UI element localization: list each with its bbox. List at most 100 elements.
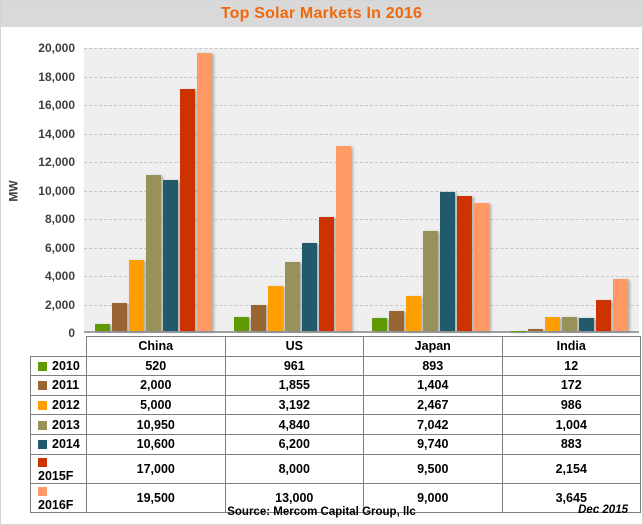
gridline-16000 <box>84 105 639 106</box>
legend-label-2013: 2013 <box>52 417 80 432</box>
legend-swatch-2013 <box>38 420 47 430</box>
legend-cell-2015f: 2015F <box>30 453 87 484</box>
bar-2011-china <box>111 302 127 331</box>
date-text: Dec 2015 <box>578 504 628 516</box>
cell-2014-china: 10,600 <box>86 433 226 455</box>
cell-2016f-china: 19,500 <box>86 482 226 513</box>
source-text: Source: Mercom Capital Group, llc <box>227 506 416 518</box>
gridline-18000 <box>84 76 639 78</box>
gridline-12000 <box>84 162 639 163</box>
cell-2015f-us: 8,000 <box>224 453 364 484</box>
bar-2012-us <box>267 285 283 331</box>
cell-2010-china: 520 <box>86 355 226 377</box>
table-header-row: China US Japan India <box>31 336 641 357</box>
y-tick-2-000: 2,000 <box>44 297 75 312</box>
bar-2016f-india <box>613 279 629 331</box>
bar-2010-japan <box>372 318 388 331</box>
legend-swatch-2012 <box>38 401 47 411</box>
cell-2010-india: 12 <box>501 355 641 377</box>
bar-2016f-us <box>335 145 351 331</box>
bar-2013-china <box>145 174 161 331</box>
cell-2013-us: 4,840 <box>224 414 364 435</box>
table-corner-blank <box>31 337 87 357</box>
gridline-6000 <box>84 247 639 249</box>
y-tick-16-000: 16,000 <box>38 98 75 112</box>
gridline-2000 <box>84 304 639 306</box>
legend-label-2014: 2014 <box>52 437 80 452</box>
table-row-2015f: 2015F 17,000 8,000 9,500 2,154 <box>30 453 641 484</box>
cell-2011-india: 172 <box>501 375 641 396</box>
y-tick-6-000: 6,000 <box>44 240 75 255</box>
bar-2015f-china <box>179 88 195 331</box>
cell-2013-china: 10,950 <box>86 414 226 435</box>
cell-2012-india: 986 <box>501 394 641 416</box>
bar-2012-japan <box>406 295 422 331</box>
bar-2014-china <box>162 179 178 331</box>
legend-label-2010: 2010 <box>52 358 80 373</box>
bar-group-china <box>84 48 223 331</box>
bar-2011-us <box>250 304 266 331</box>
y-tick-12-000: 12,000 <box>38 155 75 169</box>
y-tick-10-000: 10,000 <box>38 183 75 198</box>
legend-swatch-2014 <box>38 440 47 450</box>
legend-cell-2011: 2011 <box>30 375 87 396</box>
y-tick-0: 0 <box>68 326 75 340</box>
y-tick-18-000: 18,000 <box>38 69 75 84</box>
bar-2013-japan <box>423 230 439 331</box>
cell-2012-china: 5,000 <box>86 394 226 416</box>
y-tick-8-000: 8,000 <box>44 212 75 226</box>
legend-swatch-2010 <box>38 361 47 371</box>
table-header-us: US <box>224 336 364 357</box>
cell-2016f-us: 13,000 <box>224 482 364 513</box>
bar-group-japan <box>362 48 501 331</box>
table-row-2016f: 2016F 19,500 13,000 9,000 3,645 <box>30 482 641 513</box>
bar-group-us <box>223 48 362 331</box>
cell-2014-japan: 9,740 <box>363 433 503 455</box>
y-tick-4-000: 4,000 <box>44 269 75 283</box>
table-header-japan: Japan <box>363 336 503 357</box>
cell-2012-us: 3,192 <box>224 394 364 416</box>
legend-label-2015f: 2015F <box>38 468 74 483</box>
bar-2010-us <box>233 317 249 331</box>
legend-cell-2013: 2013 <box>30 414 87 435</box>
table-header-china: China <box>86 336 226 357</box>
legend-swatch-2011 <box>38 381 47 391</box>
bar-2012-china <box>128 259 144 331</box>
plot-area <box>84 48 639 333</box>
cell-2012-japan: 2,467 <box>363 394 503 416</box>
bar-2010-china <box>94 323 110 331</box>
cell-2010-japan: 893 <box>363 355 503 377</box>
gridline-20000 <box>84 48 639 49</box>
bar-2012-india <box>545 316 561 331</box>
legend-cell-2012: 2012 <box>30 394 87 416</box>
cell-2013-japan: 7,042 <box>363 414 503 435</box>
table-row-2010: 2010 520 961 893 12 <box>30 355 641 377</box>
table-row-2011: 2011 2,000 1,855 1,404 172 <box>30 375 641 396</box>
legend-cell-2010: 2010 <box>30 355 87 377</box>
bar-2013-us <box>284 262 300 331</box>
data-table: China US Japan India 2010 520 961 893 12 2011 2,00… <box>30 336 641 513</box>
legend-swatch-2015f <box>38 457 47 467</box>
cell-2015f-india: 2,154 <box>501 453 641 484</box>
gridline-14000 <box>84 133 639 135</box>
gridline-4000 <box>84 276 639 277</box>
legend-cell-2014: 2014 <box>30 433 87 455</box>
bar-2014-us <box>301 242 317 331</box>
bar-2014-japan <box>440 192 456 331</box>
cell-2015f-japan: 9,500 <box>363 453 503 484</box>
gridline-8000 <box>84 219 639 220</box>
cell-2011-us: 1,855 <box>224 375 364 396</box>
bar-2015f-india <box>596 300 612 331</box>
bar-2011-japan <box>389 311 405 331</box>
chart-title: Top Solar Markets In 2016 <box>220 5 423 22</box>
table-row-2013: 2013 10,950 4,840 7,042 1,004 <box>30 414 641 435</box>
cell-2015f-china: 17,000 <box>86 453 226 484</box>
bar-2015f-us <box>318 217 334 331</box>
bar-2015f-japan <box>457 195 473 331</box>
bar-2016f-china <box>196 53 212 331</box>
bar-2016f-japan <box>474 202 490 331</box>
bar-2014-india <box>579 318 595 331</box>
legend-label-2016f: 2016F <box>38 497 74 512</box>
cell-2011-china: 2,000 <box>86 375 226 396</box>
